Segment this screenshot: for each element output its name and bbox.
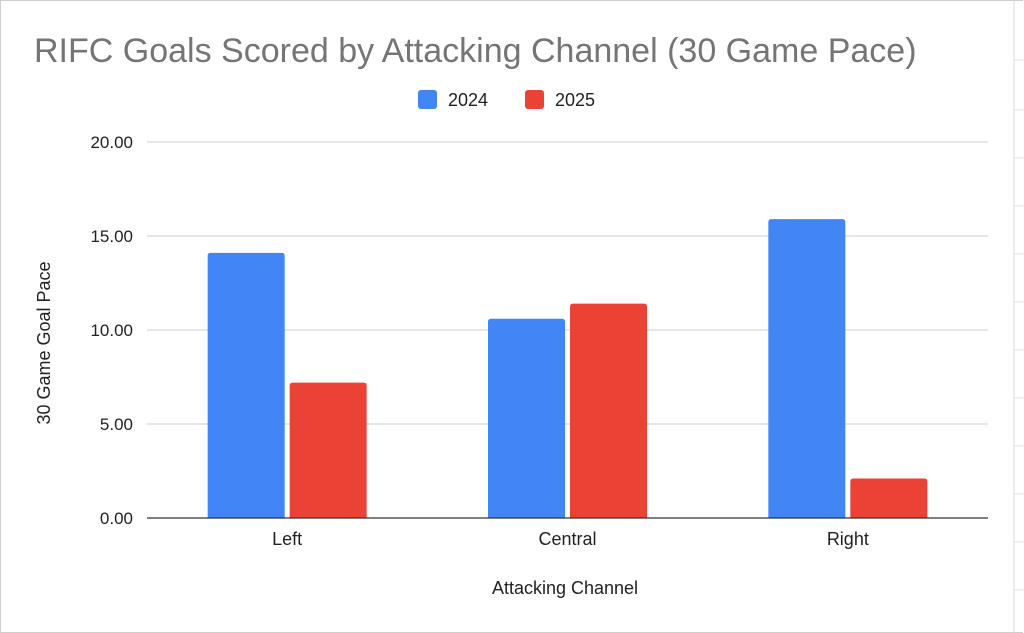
x-axis-label: Attacking Channel <box>492 578 638 598</box>
bar-left-2025 <box>289 382 367 518</box>
legend-swatch-2024 <box>418 90 437 109</box>
bar-right-2025 <box>850 478 928 518</box>
legend: 2024 2025 <box>418 90 595 110</box>
gridlines <box>147 141 988 425</box>
legend-swatch-2025 <box>525 90 544 109</box>
x-tick-label-central: Central <box>538 529 596 549</box>
y-tick-label: 15.00 <box>90 227 133 246</box>
x-tick-label-right: Right <box>827 529 869 549</box>
y-tick-label: 10.00 <box>90 321 133 340</box>
chart-title: RIFC Goals Scored by Attacking Channel (… <box>34 32 917 70</box>
bars <box>207 219 928 519</box>
legend-label-2025: 2025 <box>555 90 595 110</box>
bar-left-2024 <box>207 252 285 519</box>
legend-label-2024: 2024 <box>448 90 488 110</box>
bar-central-2025 <box>570 303 647 518</box>
y-tick-label: 5.00 <box>100 415 133 434</box>
bar-right-2024 <box>768 219 846 518</box>
y-axis-label: 30 Game Goal Pace <box>34 261 54 424</box>
bar-central-2024 <box>488 318 565 518</box>
y-tick-label: 20.00 <box>90 133 133 152</box>
x-axis-ticks: Left Central Right <box>272 529 869 549</box>
y-axis-ticks: 0.00 5.00 10.00 15.00 20.00 <box>90 133 133 528</box>
y-tick-label: 0.00 <box>100 509 133 528</box>
sheet-edge-lines <box>1013 0 1024 633</box>
x-tick-label-left: Left <box>272 529 302 549</box>
